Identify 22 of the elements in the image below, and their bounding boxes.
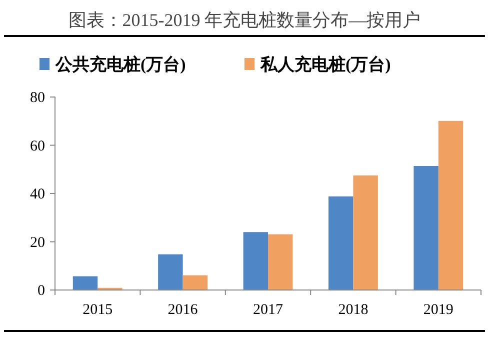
x-tick-label: 2017	[253, 302, 284, 318]
y-tick-label: 60	[30, 138, 45, 154]
x-tick-label: 2018	[338, 302, 368, 318]
bar	[243, 232, 268, 290]
bar	[414, 166, 438, 290]
chart-title: 图表：2015-2019 年充电桩数量分布—按用户	[68, 10, 421, 30]
bar	[268, 234, 293, 290]
bar	[158, 254, 183, 290]
y-tick-label: 20	[30, 234, 45, 251]
legend-label: 公共充电桩(万台)	[54, 55, 186, 74]
x-tick-label: 2016	[168, 302, 198, 318]
bar	[353, 175, 378, 290]
legend-label: 私人充电桩(万台)	[260, 55, 391, 74]
y-tick-label: 40	[30, 186, 45, 202]
bar	[182, 275, 208, 290]
x-tick-label: 2015	[82, 302, 113, 318]
x-tick-label: 2019	[423, 302, 454, 318]
bar	[438, 120, 464, 290]
bar	[328, 196, 354, 290]
y-tick-label: 0	[38, 283, 45, 299]
y-tick-label: 80	[30, 90, 45, 106]
bar	[72, 276, 98, 290]
